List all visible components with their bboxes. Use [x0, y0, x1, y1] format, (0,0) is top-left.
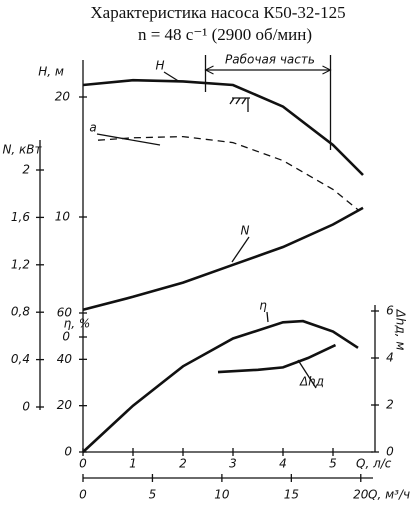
- x-tick-label: 5: [329, 457, 337, 471]
- x-tick-label: 0: [79, 457, 87, 471]
- x-tick-label: 2: [179, 457, 187, 471]
- x-tick-label: 3: [229, 457, 237, 471]
- y-tick-label: 0: [64, 445, 72, 459]
- y-tick-label: 0,8: [11, 305, 30, 319]
- x2-tick-label: 5: [149, 488, 157, 502]
- axis-label: H, м: [38, 65, 64, 79]
- curve: [82, 78, 364, 176]
- curve: [82, 206, 364, 312]
- leader-line: [163, 71, 181, 83]
- axis-label: N, кВт: [2, 143, 42, 157]
- x2-tick-label: 15: [284, 488, 299, 502]
- y-tick-label: 2: [22, 163, 30, 177]
- x-axis-label: Q, л/с: [356, 457, 392, 471]
- x-tick-label: 4: [279, 457, 287, 471]
- annotation: Рабочая часть: [225, 53, 315, 67]
- y-tick-label: 0: [386, 445, 394, 459]
- y-tick-label: 60: [57, 306, 73, 320]
- curve-label: H: [155, 59, 164, 73]
- y-tick-label: 40: [57, 352, 73, 366]
- y-tick-label: 1,6: [11, 210, 30, 224]
- axis-label: η, %: [64, 317, 91, 331]
- arrow-head: [204, 65, 332, 75]
- leader-line: [297, 359, 317, 389]
- x2-axis-label: Q, м³/ч: [368, 488, 410, 502]
- y-tick-label: 20: [57, 398, 73, 412]
- y-tick-label: 1,2: [11, 257, 30, 271]
- y-tick-label: 0: [62, 330, 70, 344]
- chart-subtitle: n = 48 с⁻¹ (2900 об/мин): [138, 25, 312, 44]
- chart-title: Характеристика насоса К50-32-125: [90, 3, 345, 22]
- y-tick-label: 2: [386, 398, 394, 412]
- y-tick-label: 6: [386, 304, 394, 318]
- curve: [97, 135, 359, 211]
- hatch-mark: [229, 97, 250, 112]
- curve-label: a: [89, 121, 96, 135]
- curve-label: Δhд: [299, 375, 324, 389]
- x-tick-label: 1: [129, 457, 137, 471]
- y-tick-label: 20: [55, 90, 71, 104]
- x2-tick-label: 0: [79, 488, 87, 502]
- curve-label: η: [259, 299, 267, 313]
- y-tick-label: 4: [386, 351, 394, 365]
- y-tick-label: 0: [22, 400, 30, 414]
- curve-label: N: [241, 224, 250, 238]
- curve: [217, 343, 337, 374]
- leader-line: [266, 311, 269, 323]
- y-tick-label: 10: [55, 210, 71, 224]
- leader-line: [231, 236, 250, 263]
- x2-tick-label: 20: [353, 488, 369, 502]
- x2-tick-label: 10: [214, 488, 230, 502]
- axis-label: Δhд, м: [394, 309, 408, 351]
- leader-line: [96, 133, 161, 146]
- y-tick-label: 0,4: [11, 352, 30, 366]
- curve: [82, 319, 359, 453]
